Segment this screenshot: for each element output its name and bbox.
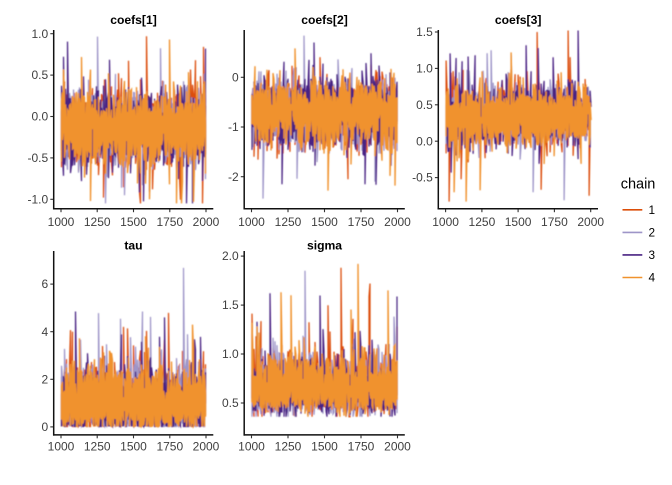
svg-text:1.0: 1.0 — [32, 27, 49, 41]
svg-text:0.5: 0.5 — [222, 396, 239, 410]
svg-text:1250: 1250 — [275, 215, 302, 229]
svg-text:3: 3 — [649, 248, 656, 262]
svg-text:1250: 1250 — [84, 440, 111, 454]
svg-text:1750: 1750 — [348, 215, 375, 229]
svg-text:1500: 1500 — [311, 440, 338, 454]
svg-text:1.0: 1.0 — [416, 62, 433, 76]
svg-text:tau: tau — [124, 239, 142, 253]
svg-text:1250: 1250 — [84, 215, 111, 229]
svg-text:0.5: 0.5 — [416, 98, 433, 112]
svg-text:2: 2 — [42, 372, 49, 386]
svg-text:2000: 2000 — [384, 215, 411, 229]
svg-text:1500: 1500 — [311, 215, 338, 229]
svg-text:1500: 1500 — [505, 215, 532, 229]
svg-text:1000: 1000 — [48, 440, 75, 454]
svg-text:1500: 1500 — [120, 440, 147, 454]
svg-text:1750: 1750 — [156, 440, 183, 454]
svg-text:0.5: 0.5 — [32, 68, 49, 82]
svg-text:coefs[3]: coefs[3] — [495, 13, 542, 27]
svg-text:1750: 1750 — [156, 215, 183, 229]
svg-text:1750: 1750 — [541, 215, 568, 229]
svg-text:1: 1 — [649, 203, 656, 217]
svg-text:2000: 2000 — [384, 440, 411, 454]
svg-text:coefs[2]: coefs[2] — [301, 13, 348, 27]
svg-text:sigma: sigma — [307, 239, 342, 253]
svg-text:1.5: 1.5 — [416, 25, 433, 39]
svg-text:0: 0 — [232, 70, 239, 84]
svg-text:2.0: 2.0 — [222, 249, 239, 263]
svg-text:-1.0: -1.0 — [28, 192, 49, 206]
svg-text:1250: 1250 — [469, 215, 496, 229]
svg-text:4: 4 — [42, 325, 49, 339]
svg-text:0: 0 — [42, 420, 49, 434]
svg-text:2000: 2000 — [577, 215, 604, 229]
svg-text:1500: 1500 — [120, 215, 147, 229]
svg-text:1250: 1250 — [275, 440, 302, 454]
svg-text:chain: chain — [621, 176, 656, 192]
svg-text:-0.5: -0.5 — [412, 171, 433, 185]
svg-text:coefs[1]: coefs[1] — [110, 13, 157, 27]
svg-text:1.5: 1.5 — [222, 298, 239, 312]
svg-text:1000: 1000 — [238, 215, 265, 229]
svg-text:4: 4 — [649, 271, 656, 285]
svg-text:-0.5: -0.5 — [28, 151, 49, 165]
svg-text:2000: 2000 — [193, 215, 220, 229]
svg-text:1000: 1000 — [238, 440, 265, 454]
svg-text:1.0: 1.0 — [222, 347, 239, 361]
svg-text:1750: 1750 — [348, 440, 375, 454]
svg-text:1000: 1000 — [48, 215, 75, 229]
svg-text:0.0: 0.0 — [32, 110, 49, 124]
svg-text:2000: 2000 — [193, 440, 220, 454]
svg-text:0.0: 0.0 — [416, 134, 433, 148]
svg-text:-2: -2 — [228, 170, 239, 184]
svg-text:2: 2 — [649, 226, 656, 240]
svg-text:6: 6 — [42, 277, 49, 291]
svg-text:1000: 1000 — [432, 215, 459, 229]
svg-text:-1: -1 — [228, 120, 239, 134]
